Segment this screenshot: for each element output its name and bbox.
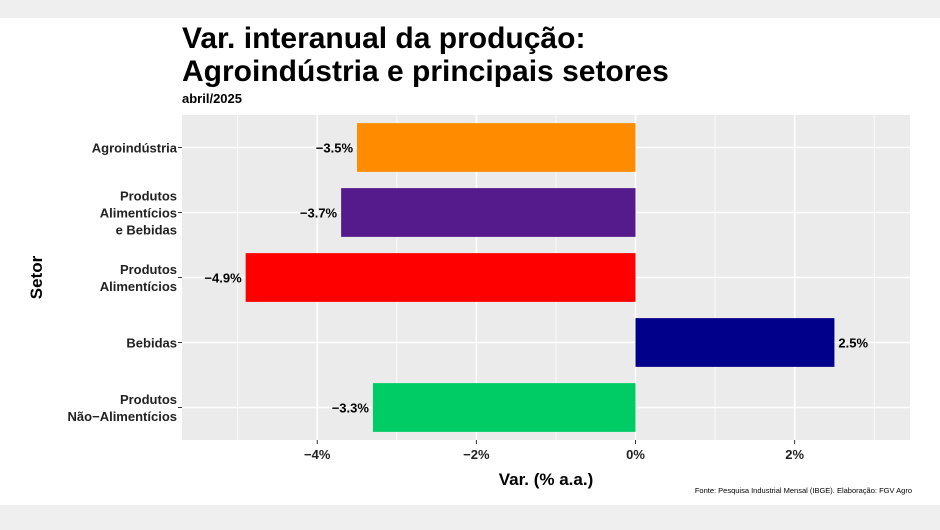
category-label-4: Não−Alimentícios <box>68 409 177 424</box>
bar-4 <box>372 383 636 432</box>
category-label-1: Produtos <box>120 189 177 204</box>
data-label-4: −3.3% <box>332 401 370 416</box>
y-axis-title: Setor <box>27 255 46 299</box>
category-label-0: Agroindústria <box>92 141 178 156</box>
chart-frame: Var. interanual da produção: Agroindústr… <box>0 18 940 505</box>
bar-2 <box>245 253 636 302</box>
category-label-3: Bebidas <box>126 336 177 351</box>
bar-3 <box>635 318 835 367</box>
x-axis-title: Var. (% a.a.) <box>499 470 594 489</box>
data-label-0: −3.5% <box>316 141 354 156</box>
category-label-1: e Bebidas <box>116 223 177 238</box>
bar-1 <box>341 188 636 237</box>
x-tick-label-0: −4% <box>304 447 331 462</box>
bar-0 <box>357 123 636 172</box>
data-label-2: −4.9% <box>204 271 242 286</box>
chart-subtitle: abril/2025 <box>182 91 242 106</box>
chart-title-line-2: Agroindústria e principais setores <box>182 55 669 88</box>
category-label-4: Produtos <box>120 392 177 407</box>
x-tick-label-1: −2% <box>463 447 490 462</box>
x-tick-label-2: 0% <box>626 447 645 462</box>
category-label-1: Alimentícios <box>100 206 177 221</box>
source-caption: Fonte: Pesquisa Industrial Mensal (IBGE)… <box>694 486 912 495</box>
bar-chart: −3.5% −3.7% −4.9% 2.5% −3.3% Agroindústria Pro… <box>27 115 910 489</box>
category-label-2: Produtos <box>120 262 177 277</box>
chart-title-line-1: Var. interanual da produção: <box>182 22 586 55</box>
category-label-2: Alimentícios <box>100 279 177 294</box>
x-tick-label-3: 2% <box>785 447 804 462</box>
data-label-3: 2.5% <box>838 336 868 351</box>
data-label-1: −3.7% <box>300 206 338 221</box>
